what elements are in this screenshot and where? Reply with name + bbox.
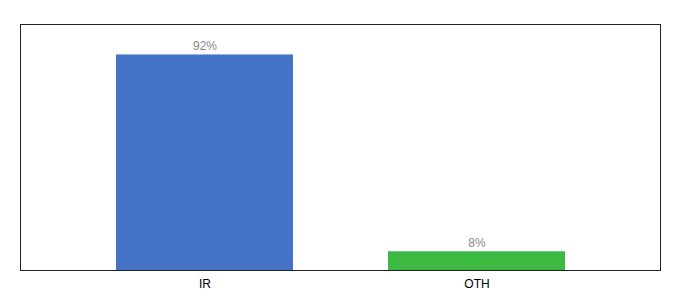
svg-text:OTH: OTH bbox=[464, 277, 489, 291]
svg-text:IR: IR bbox=[199, 277, 211, 291]
svg-text:8%: 8% bbox=[468, 236, 486, 250]
svg-text:92%: 92% bbox=[193, 39, 217, 53]
